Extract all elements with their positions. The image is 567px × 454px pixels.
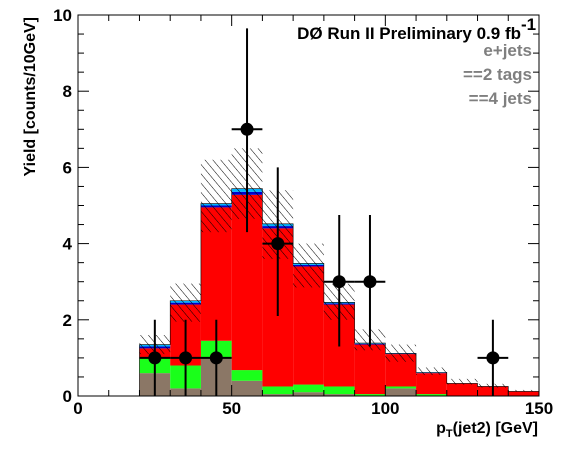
uncertainty-hatch — [508, 389, 539, 392]
data-point-marker — [240, 122, 254, 136]
data-point-marker — [363, 275, 377, 289]
y-tick-labels: 0 2 4 6 8 10 — [53, 6, 72, 406]
histogram-bar — [293, 384, 324, 393]
legend-title-main: DØ Run II Preliminary 0.9 fb — [297, 24, 521, 43]
x-tick-label: 100 — [371, 399, 399, 418]
legend-title: DØ Run II Preliminary 0.9 fb — [297, 24, 521, 43]
uncertainty-hatch — [200, 159, 232, 233]
y-tick-label: 10 — [53, 6, 72, 25]
x-axis-title-rest: (jet2) [GeV] — [453, 420, 538, 437]
uncertainty-hatch — [170, 283, 201, 322]
data-point-marker — [332, 275, 346, 289]
histogram-bar — [416, 394, 447, 396]
data-points — [139, 28, 509, 396]
histogram-bar — [385, 388, 417, 396]
x-axis-title: pT(jet2) [GeV] — [436, 420, 538, 440]
data-point — [262, 167, 294, 316]
y-tick-label: 2 — [63, 311, 72, 330]
histogram-bar — [323, 386, 355, 395]
data-point-marker — [209, 351, 223, 365]
x-tick-label: 150 — [525, 399, 553, 418]
uncertainty-hatch — [416, 367, 447, 376]
data-point-marker — [179, 351, 193, 365]
x-tick-labels: 0 50 100 150 — [73, 399, 553, 418]
histogram-bar — [231, 380, 263, 396]
y-tick-label: 0 — [63, 387, 72, 406]
uncertainty-hatch — [293, 243, 324, 288]
x-axis-title-base: p — [436, 420, 446, 437]
histogram-bar — [262, 386, 294, 395]
x-axis-title-subscript: T — [446, 428, 453, 440]
x-tick-label: 50 — [222, 399, 241, 418]
legend-line-1: e+jets — [483, 41, 532, 60]
y-tick-label: 4 — [63, 235, 73, 254]
data-point — [170, 319, 201, 396]
data-point — [139, 319, 171, 396]
uncertainty-hatch — [446, 378, 478, 385]
histogram-bar — [323, 394, 355, 396]
legend-line-3: ==4 jets — [469, 89, 532, 108]
data-point-marker — [148, 351, 162, 365]
uncertainty-hatch — [385, 344, 417, 362]
stacked-histogram — [78, 188, 539, 396]
histogram-bar — [231, 370, 263, 381]
histogram-bar — [354, 344, 386, 395]
histogram-bar — [508, 391, 539, 396]
data-point — [323, 215, 355, 347]
y-tick-label: 6 — [63, 158, 72, 177]
x-tick-label: 0 — [73, 399, 82, 418]
histogram-bar — [293, 392, 324, 396]
axis-ticks — [77, 14, 540, 397]
histogram-bar — [385, 386, 417, 389]
histogram-bar — [354, 394, 386, 396]
histogram-bar — [416, 373, 447, 395]
histogram-bar — [262, 394, 294, 396]
legend: DØ Run II Preliminary 0.9 fb -1 e+jets =… — [297, 15, 536, 108]
y-tick-label: 8 — [63, 82, 72, 101]
histogram-bar — [446, 383, 478, 396]
y-axis-title: Yield [counts/10GeV] — [22, 17, 39, 176]
legend-title-superscript: -1 — [521, 15, 536, 34]
data-point-marker — [271, 237, 285, 251]
data-point — [200, 319, 232, 396]
data-point-marker — [486, 351, 500, 365]
data-point — [354, 215, 386, 347]
data-point — [477, 319, 509, 396]
legend-line-2: ==2 tags — [463, 65, 532, 84]
data-point — [231, 28, 263, 233]
